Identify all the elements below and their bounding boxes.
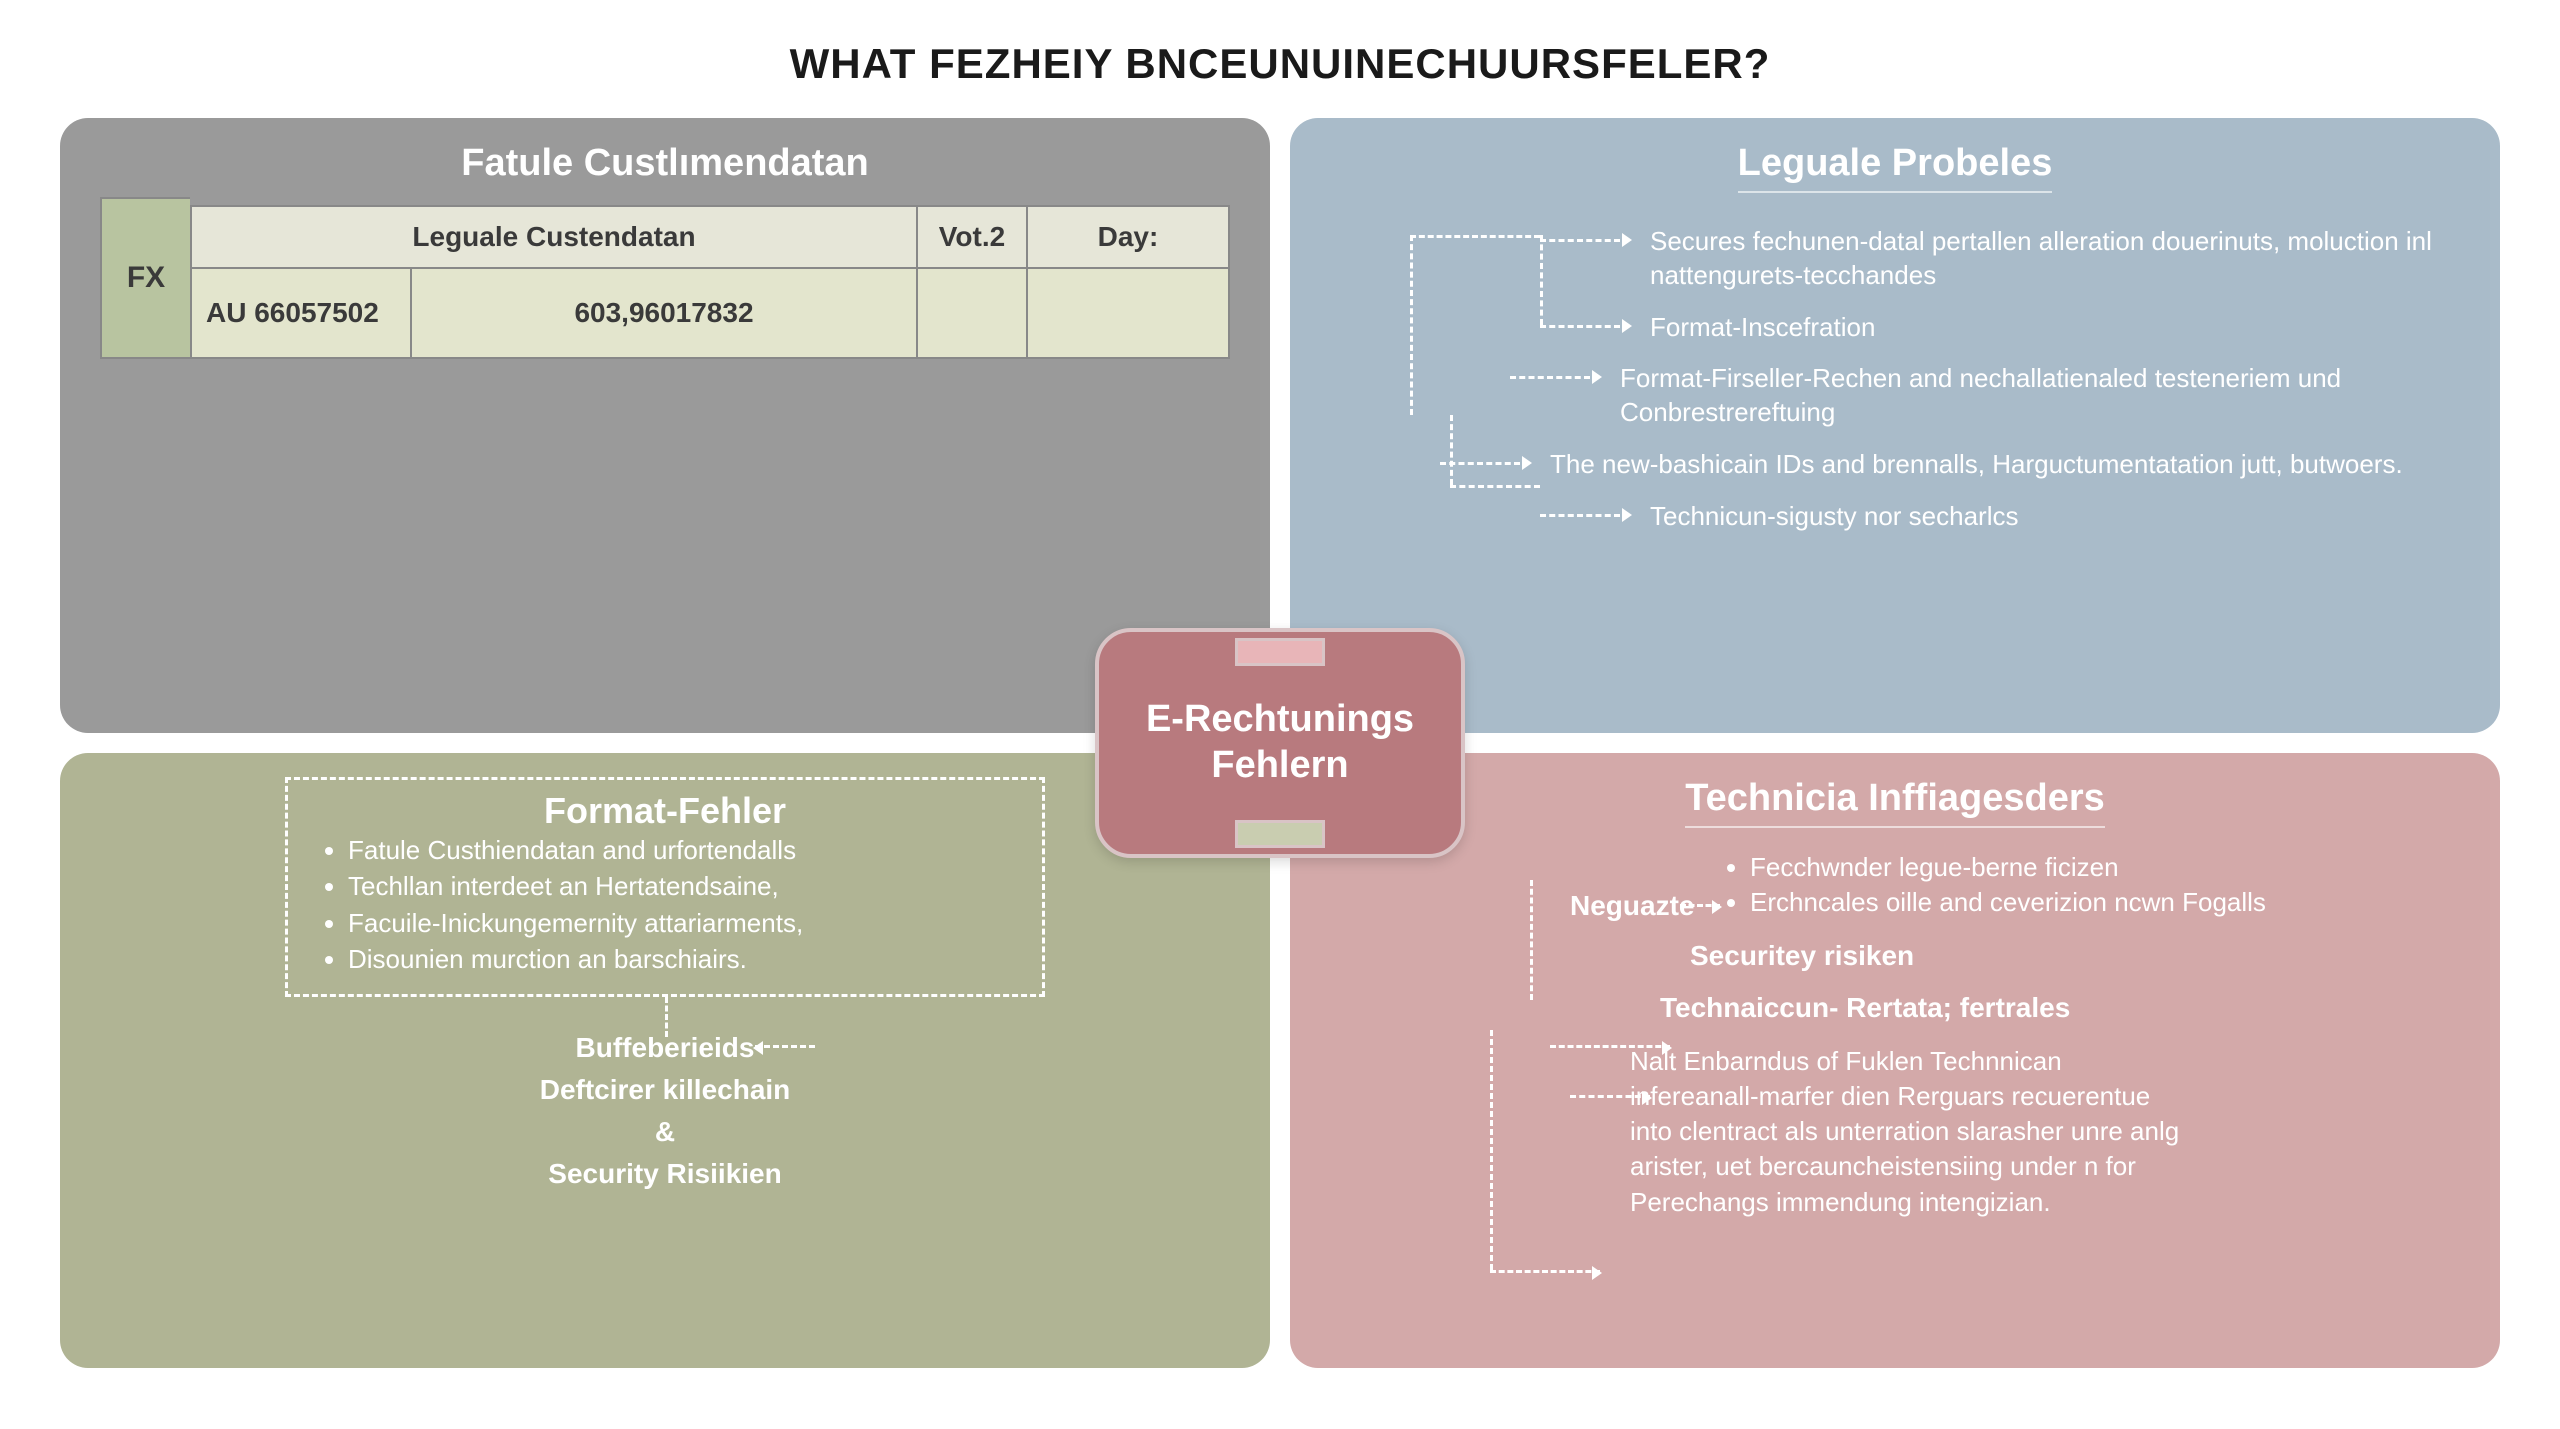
tl-title: Fatule Custlımendatan bbox=[100, 142, 1230, 185]
tr-item-5: Technicun-sigusty nor secharlcs bbox=[1610, 500, 2460, 534]
quad-top-right: Leguale Probeles Secures fechunen-datal … bbox=[1290, 118, 2500, 733]
quad-bottom-left: Format-Fehler Fatule Custhiendatan and u… bbox=[60, 753, 1270, 1368]
br-line-2: Technaiccun- Rertata; fertrales bbox=[1660, 992, 2460, 1024]
bl-bullet-1: Fatule Custhiendatan and urfortendalls bbox=[348, 832, 1012, 868]
tr-item-3: Format-Firseller-Rechen and nechallatien… bbox=[1580, 362, 2460, 430]
col-header-3: Day: bbox=[1028, 207, 1228, 267]
br-para: Nalt Enbarndus of Fuklen Technnican infe… bbox=[1630, 1044, 2190, 1219]
quad-top-left: Fatule Custlımendatan FX Leguale Custend… bbox=[60, 118, 1270, 733]
bl-box: Format-Fehler Fatule Custhiendatan and u… bbox=[285, 777, 1045, 997]
center-tab-top bbox=[1235, 638, 1325, 666]
bl-box-title: Format-Fehler bbox=[318, 790, 1012, 832]
tr-item-2: Format-Inscefration bbox=[1610, 311, 2460, 345]
cell-c4 bbox=[1028, 267, 1228, 357]
br-line-1: Securitey risiken bbox=[1690, 940, 2460, 972]
br-neg-label: Neguazte bbox=[1570, 890, 1694, 922]
quad-grid: Fatule Custlımendatan FX Leguale Custend… bbox=[60, 118, 2500, 1368]
tr-arrow-list: Secures fechunen-datal pertallen allerat… bbox=[1330, 205, 2460, 534]
br-title: Technicia Inffiagesders bbox=[1685, 777, 2105, 828]
tr-item-1: Secures fechunen-datal pertallen allerat… bbox=[1610, 225, 2460, 293]
center-line-2: Fehlern bbox=[1146, 743, 1414, 789]
col-header-1: Leguale Custendatan bbox=[192, 207, 918, 267]
tr-title: Leguale Probeles bbox=[1738, 142, 2053, 193]
col-header-2: Vot.2 bbox=[918, 207, 1028, 267]
cell-c1: AU 66057502 bbox=[192, 267, 412, 357]
table-fx-label: FX bbox=[100, 197, 190, 359]
bl-flow-4: Security Risiikien bbox=[100, 1153, 1230, 1195]
bl-flow: Buffeberieids Deftcirer killechain & Sec… bbox=[100, 1027, 1230, 1195]
cell-c2: 603,96017832 bbox=[412, 267, 918, 357]
bl-bullet-2: Techllan interdeet an Hertatendsaine, bbox=[348, 868, 1012, 904]
center-line-1: E-Rechtunings bbox=[1146, 697, 1414, 743]
page-title: WHAT FEZHEIY BNCEUNUINECHUURSFELER? bbox=[60, 40, 2500, 88]
bl-flow-3: & bbox=[100, 1111, 1230, 1153]
br-bullet-1: Fecchwnder legue-berne ficizen bbox=[1750, 850, 2460, 885]
br-bullet-2: Erchncales oille and ceverizion ncwn Fog… bbox=[1750, 885, 2460, 920]
quad-bottom-right: Technicia Inffiagesders Neguazte Fecchwn… bbox=[1290, 753, 2500, 1368]
cell-c3 bbox=[918, 267, 1028, 357]
center-tab-bottom bbox=[1235, 820, 1325, 848]
tl-table: Leguale Custendatan Vot.2 Day: AU 660575… bbox=[190, 205, 1230, 359]
bl-bullet-4: Disounien murction an barschiairs. bbox=[348, 941, 1012, 977]
tr-item-4: The new-bashicain IDs and brennalls, Har… bbox=[1510, 448, 2460, 482]
center-badge: E-Rechtunings Fehlern bbox=[1095, 628, 1465, 858]
bl-flow-2: Deftcirer killechain bbox=[100, 1069, 1230, 1111]
bl-bullet-3: Facuile-Inickungemernity attariarments, bbox=[348, 905, 1012, 941]
